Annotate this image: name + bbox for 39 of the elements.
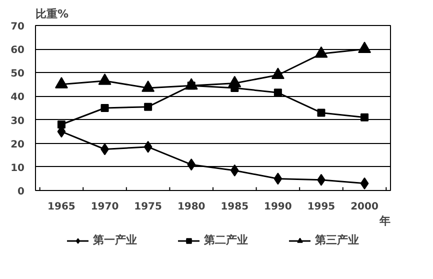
point xyxy=(228,76,242,88)
legend-label: 第一产业 xyxy=(93,232,137,248)
y-tick-label: 70 xyxy=(10,22,25,32)
point xyxy=(360,113,369,122)
x-tick-label: 2000 xyxy=(350,202,378,212)
point xyxy=(314,46,328,58)
point xyxy=(274,172,282,185)
point xyxy=(98,73,112,85)
y-tick-label: 30 xyxy=(10,116,25,127)
y-axis-title: 比重% xyxy=(36,8,69,20)
y-tick-label: 0 xyxy=(18,186,25,198)
legend-label: 第三产业 xyxy=(315,232,359,248)
point xyxy=(230,164,239,176)
point xyxy=(100,104,109,112)
point xyxy=(358,42,372,54)
point xyxy=(360,177,369,190)
x-tick-label: 1970 xyxy=(90,202,119,212)
x-tick-label: 1990 xyxy=(264,202,292,212)
x-axis-title: 年 xyxy=(378,214,390,228)
x-tick-label: 1975 xyxy=(134,202,162,212)
point xyxy=(187,158,196,171)
x-tick-label: 1980 xyxy=(177,202,206,212)
y-tick-label: 60 xyxy=(10,45,25,56)
point xyxy=(317,108,326,117)
y-tick-label: 10 xyxy=(10,162,25,174)
x-tick-label: 1995 xyxy=(307,202,336,212)
y-tick-label: 50 xyxy=(10,68,25,80)
x-tick-label: 1985 xyxy=(220,202,249,212)
point xyxy=(144,102,152,111)
point xyxy=(142,80,155,92)
point xyxy=(274,88,282,97)
legend-label: 第二产业 xyxy=(204,232,248,248)
y-tick-label: 40 xyxy=(10,92,25,104)
point xyxy=(144,140,152,153)
point xyxy=(271,68,284,79)
point xyxy=(54,77,68,88)
y-tick-label: 20 xyxy=(10,139,25,150)
point xyxy=(57,120,66,128)
x-tick-label: 1965 xyxy=(48,202,76,212)
